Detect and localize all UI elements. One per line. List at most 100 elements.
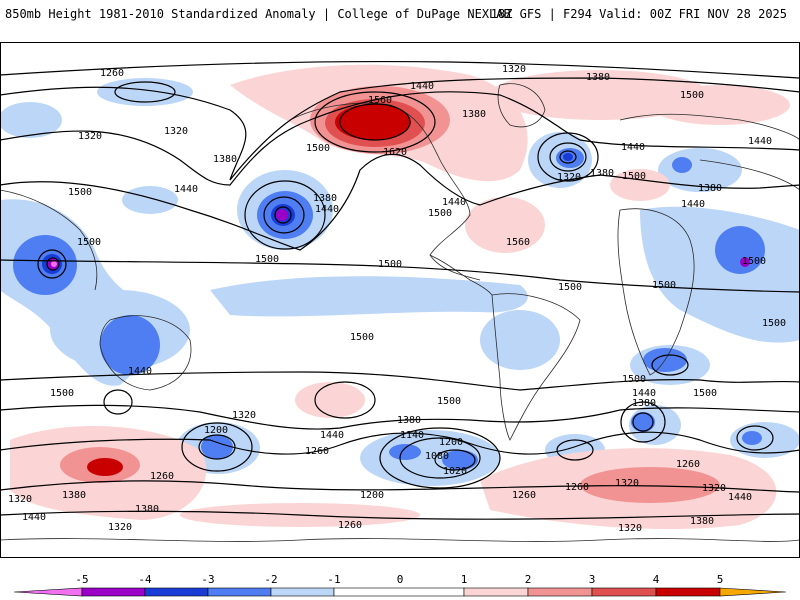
contour-low-so-ocean-far-e — [736, 425, 774, 451]
contour-label: 1500 — [350, 332, 374, 343]
pos-anomaly-atlantic — [465, 197, 545, 253]
colorbar-swatch-neg4 — [81, 587, 146, 597]
contour-label: 1320 — [164, 126, 188, 137]
coast-antarctica — [0, 538, 800, 542]
contour-label: 1380 — [462, 109, 486, 120]
contour-label: 1440 — [22, 512, 46, 523]
colorbar-tick-pos1: 1 — [461, 573, 468, 586]
contour-label: 1500 — [306, 143, 330, 154]
colorbar-tick-pos3: 3 — [589, 573, 596, 586]
contour-labels: 1260 1320 1320 1380 1500 1440 1500 1500 … — [8, 64, 786, 534]
contour-label: 1440 — [128, 366, 152, 377]
contour-low-australia — [103, 389, 133, 415]
coast-europe — [619, 113, 800, 141]
neg2-australia — [100, 315, 160, 375]
pos-anomaly-so-pac-mid — [295, 382, 365, 418]
contour-1500-south — [0, 371, 800, 391]
contour-1440-north — [0, 91, 800, 186]
neg3-ne-pacific — [563, 153, 573, 161]
contour-label: 1260 — [150, 471, 174, 482]
contour-label: 1500 — [693, 388, 717, 399]
contour-label: 1380 — [62, 490, 86, 501]
contour-label: 1320 — [8, 494, 32, 505]
colorbar-swatch-pos4 — [655, 587, 721, 597]
contour-label: 1380 — [313, 193, 337, 204]
colorbar-ticks: -5 -4 -3 -2 -1 0 1 2 3 4 5 — [75, 573, 723, 586]
neg4-aleutian — [276, 209, 288, 221]
contour-low-so-pac-1 — [181, 422, 253, 472]
contour-1380-south — [0, 431, 800, 455]
contour-label: 1440 — [315, 204, 339, 215]
contour-label: 1260 — [512, 490, 536, 501]
colorbar-tick-0: 0 — [397, 573, 404, 586]
contour-label: 1380 — [698, 183, 722, 194]
neg-anomaly-so-pac-2 — [360, 430, 500, 486]
colorbar-swatch-zero — [333, 587, 465, 597]
contour-label: 1440 — [410, 81, 434, 92]
contour-label: 1440 — [174, 184, 198, 195]
pos4-north-america — [335, 104, 411, 140]
coast-australia — [99, 315, 192, 391]
contour-label: 1380 — [135, 504, 159, 515]
contour-label: 1440 — [632, 388, 656, 399]
contour-label: 1260 — [338, 520, 362, 531]
contour-label: 1380 — [690, 516, 714, 527]
colorbar-tick-neg2: -2 — [264, 573, 277, 586]
contour-low-ne-pacific-2 — [549, 142, 587, 172]
contour-label: 1320 — [108, 522, 132, 533]
neg-anomaly-sibiria-w — [122, 186, 178, 214]
contour-label: 1320 — [702, 483, 726, 494]
contour-label: 1440 — [621, 142, 645, 153]
contour-label: 1500 — [622, 171, 646, 182]
contour-label: 1500 — [762, 318, 786, 329]
model-valid-time: 18Z GFS | F294 Valid: 00Z FRI NOV 28 202… — [490, 7, 787, 21]
contour-label: 1320 — [557, 172, 581, 183]
contour-label: 1500 — [437, 396, 461, 407]
contour-label: 1320 — [78, 131, 102, 142]
contour-label: 1380 — [586, 72, 610, 83]
colorbar-tick-pos2: 2 — [525, 573, 532, 586]
neg2-so-pac-1 — [201, 435, 233, 459]
neg2-so-pac-2 — [389, 444, 421, 460]
header: 850mb Height 1981-2010 Standardized Anom… — [0, 0, 800, 32]
contour-1500-tropics — [0, 259, 800, 293]
colorbar-swatch-neg2 — [207, 587, 272, 597]
contour-label: 1200 — [204, 425, 228, 436]
coast-africa — [617, 208, 695, 376]
contour-label: 1500 — [77, 237, 101, 248]
contour-label: 1440 — [728, 492, 752, 503]
colorbar-swatch-neg5 — [13, 587, 83, 597]
neg2-so-ocean-far-e — [742, 431, 762, 445]
contour-label: 1320 — [502, 64, 526, 75]
contour-low-east-asia — [37, 249, 67, 279]
contour-label: 1380 — [397, 415, 421, 426]
contour-label: 1380 — [590, 168, 614, 179]
contour-label: 1260 — [305, 446, 329, 457]
contour-low-drake — [556, 439, 594, 461]
colorbar-tick-neg3: -3 — [201, 573, 214, 586]
contour-label: 1380 — [213, 154, 237, 165]
contour-low-aleutian-3 — [274, 206, 292, 224]
colorbar-swatch-pos5 — [719, 587, 787, 597]
colorbar-tick-pos4: 4 — [653, 573, 660, 586]
contour-label: 1620 — [383, 147, 407, 158]
neg5-east-asia — [51, 261, 57, 267]
contour-label: 1380 — [632, 398, 656, 409]
pos2-so-atlantic — [580, 467, 720, 503]
neg-anomaly-nw-corner — [0, 102, 62, 138]
contour-label: 1260 — [676, 459, 700, 470]
pos3-so-indian — [87, 458, 123, 476]
contour-low-nw-pacific — [114, 81, 176, 103]
colorbar-tick-neg1: -1 — [327, 573, 340, 586]
contour-1500-north — [0, 153, 800, 251]
contour-label: 1560 — [368, 95, 392, 106]
contour-1440-south — [0, 404, 800, 430]
colorbar-tick-neg5: -5 — [75, 573, 88, 586]
neg-anomaly-nw-pacific — [97, 78, 193, 106]
contour-label: 1440 — [442, 197, 466, 208]
colorbar-tick-pos5: 5 — [717, 573, 724, 586]
contour-label: 1440 — [320, 430, 344, 441]
contour-label: 1500 — [622, 374, 646, 385]
colorbar-swatch-neg3 — [144, 587, 209, 597]
contour-low-so-pac-2c — [434, 449, 476, 471]
